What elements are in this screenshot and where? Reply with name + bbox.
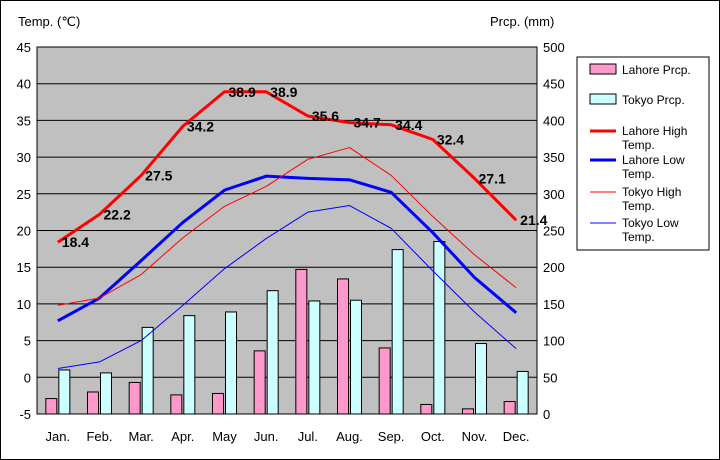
data-label: 34.4: [395, 117, 422, 133]
data-label: 38.9: [229, 84, 256, 100]
left-tick-label: 15: [17, 260, 31, 275]
legend-label: Lahore Low: [622, 153, 685, 167]
left-tick-label: 20: [17, 224, 31, 239]
bar: [266, 290, 279, 415]
series-line: [57, 147, 517, 306]
legend-label: Temp.: [622, 230, 655, 244]
right-tick-label: 500: [543, 40, 565, 55]
data-label: 32.4: [437, 131, 464, 147]
bar: [58, 369, 71, 415]
left-tick-label: 35: [17, 113, 31, 128]
x-tick-label: Jan.: [46, 429, 71, 444]
left-axis-ticks: -5 0 5 10 15 20 25 30 35 40 45: [17, 40, 31, 422]
legend-label: Temp.: [622, 138, 655, 152]
series-line: [56, 90, 518, 244]
data-label: 38.9: [270, 84, 297, 100]
x-tick-label: Apr.: [171, 429, 194, 444]
left-axis-label: Temp. (℃): [18, 14, 80, 29]
x-axis-ticks: Jan. Feb. Mar. Apr. May Jun. Jul. Aug. Sep. Oct. N…: [46, 429, 530, 444]
right-tick-label: 300: [543, 187, 565, 202]
legend-label: Temp.: [622, 167, 655, 181]
legend-swatch: [589, 93, 617, 105]
bar: [350, 299, 362, 415]
x-tick-label: Feb.: [86, 429, 112, 444]
left-tick-label: 10: [17, 297, 31, 312]
bar: [308, 300, 321, 415]
right-tick-label: 400: [543, 113, 565, 128]
right-tick-label: 350: [543, 150, 565, 165]
x-tick-label: Jul.: [298, 429, 318, 444]
bar: [45, 398, 58, 415]
data-labels: 18.4 22.2 27.5 34.2 38.9 38.9 35.6 34.7 34.4 32.4…: [62, 84, 548, 250]
x-tick-label: Sep.: [378, 429, 405, 444]
x-tick-label: May: [212, 429, 237, 444]
data-label: 21.4: [520, 212, 547, 228]
x-tick-label: Dec.: [503, 429, 530, 444]
series-line: [57, 174, 518, 323]
bar: [378, 347, 391, 415]
right-tick-label: 50: [543, 370, 557, 385]
bar: [253, 350, 266, 415]
data-label: 22.2: [104, 206, 131, 222]
left-tick-label: 25: [17, 187, 31, 202]
legend-label: Lahore High: [622, 124, 687, 138]
data-label: 18.4: [62, 234, 89, 250]
right-tick-label: 100: [543, 334, 565, 349]
bar: [87, 391, 99, 415]
left-tick-label: -5: [19, 407, 31, 422]
bar: [503, 401, 516, 415]
bar: [212, 392, 224, 415]
left-tick-label: 30: [17, 150, 31, 165]
data-label: 34.2: [187, 118, 214, 134]
right-tick-label: 250: [543, 224, 565, 239]
left-tick-label: 40: [17, 77, 31, 92]
right-tick-label: 0: [543, 407, 550, 422]
right-tick-label: 150: [543, 297, 565, 312]
bar: [128, 381, 141, 415]
data-label: 35.6: [312, 108, 339, 124]
series-line: [57, 205, 517, 369]
bar: [475, 343, 487, 415]
x-tick-label: Aug.: [336, 429, 363, 444]
bar: [141, 326, 154, 415]
legend-label: Temp.: [622, 199, 655, 213]
left-tick-label: 5: [24, 334, 31, 349]
left-tick-label: 0: [24, 370, 31, 385]
bar: [100, 372, 112, 415]
right-axis-ticks: 0 50 100 150 200 250 300 350 400 450 500: [543, 40, 565, 422]
left-tick-label: 45: [17, 40, 31, 55]
bar: [225, 311, 237, 415]
bars: [45, 241, 529, 415]
x-tick-label: Jun.: [254, 429, 279, 444]
bar: [337, 278, 349, 415]
x-tick-label: Mar.: [129, 429, 154, 444]
bar: [516, 370, 529, 415]
bar: [433, 241, 446, 415]
lines: [56, 90, 518, 369]
bar: [295, 268, 308, 415]
legend-swatch: [589, 63, 617, 75]
bar: [462, 408, 474, 415]
legend-label: Tokyo Prcp.: [622, 93, 685, 107]
legend: Lahore Prcp.Tokyo Prcp.Lahore HighTemp.L…: [576, 56, 710, 251]
x-tick-label: Oct.: [421, 429, 445, 444]
bar: [420, 403, 433, 415]
x-tick-label: Nov.: [462, 429, 488, 444]
right-axis-label: Prcp. (mm): [490, 14, 554, 29]
bar: [170, 394, 183, 415]
data-label: 27.1: [479, 170, 506, 186]
data-label: 34.7: [354, 115, 381, 131]
right-tick-label: 200: [543, 260, 565, 275]
legend-label: Tokyo High: [622, 185, 681, 199]
legend-label: Tokyo Low: [622, 216, 679, 230]
right-tick-label: 450: [543, 77, 565, 92]
legend-box: [576, 56, 710, 251]
bar: [183, 315, 196, 415]
bar: [391, 249, 404, 415]
legend-label: Lahore Prcp.: [622, 63, 691, 77]
data-label: 27.5: [145, 167, 172, 183]
